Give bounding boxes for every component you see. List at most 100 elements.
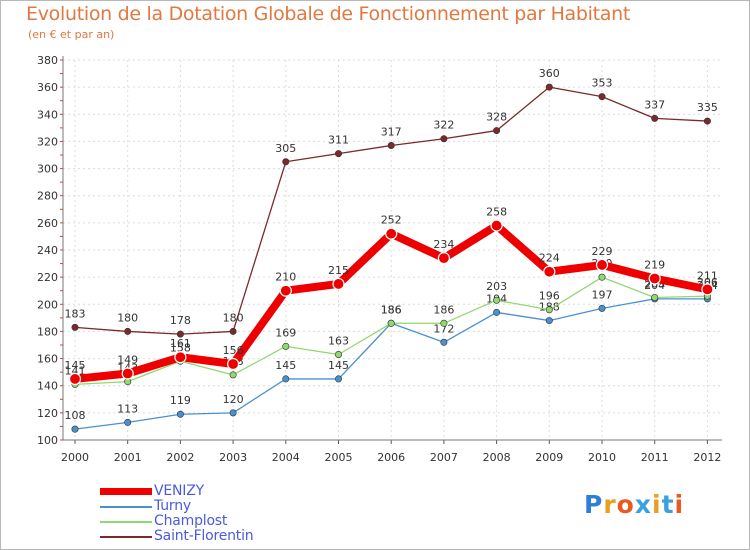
- x-tick-label: 2000: [61, 451, 89, 464]
- data-point-champlost: [229, 371, 237, 379]
- data-label-saint-florentin: 337: [644, 98, 665, 111]
- legend-label: Champlost: [154, 513, 228, 529]
- data-point-venizy: [648, 272, 661, 285]
- data-point-venizy: [332, 277, 345, 291]
- y-tick-label: 140: [37, 380, 58, 393]
- data-point-venizy: [543, 265, 556, 278]
- data-label-turny: 172: [433, 322, 454, 335]
- data-label-turny: 197: [592, 288, 613, 301]
- data-label-saint-florentin: 180: [223, 311, 244, 324]
- data-point-turny: [440, 338, 448, 346]
- data-label-turny: 145: [328, 359, 349, 372]
- data-label-venizy: 252: [381, 214, 402, 227]
- x-tick-label: 2009: [535, 451, 563, 464]
- data-point-champlost: [440, 319, 448, 327]
- data-point-champlost: [651, 293, 659, 301]
- y-tick-label: 340: [37, 108, 58, 121]
- legend-swatch: [100, 506, 152, 508]
- data-point-saint-florentin: [71, 323, 79, 331]
- x-tick-label: 2003: [219, 451, 247, 464]
- data-label-turny: 186: [381, 303, 402, 316]
- chart-subtitle: (en € et par an): [28, 28, 115, 41]
- data-point-saint-florentin: [703, 117, 711, 125]
- x-tick-label: 2001: [114, 451, 142, 464]
- data-point-venizy: [490, 219, 503, 232]
- data-label-venizy: 219: [644, 259, 665, 272]
- y-tick-label: 300: [37, 163, 58, 176]
- logo-letter: i: [674, 490, 685, 519]
- data-point-turny: [229, 409, 237, 417]
- y-tick-label: 160: [37, 353, 58, 366]
- data-point-saint-florentin: [176, 330, 184, 338]
- y-tick-label: 260: [37, 217, 58, 230]
- data-label-champlost: 186: [433, 303, 454, 316]
- data-point-saint-florentin: [282, 158, 290, 166]
- y-tick-label: 380: [37, 54, 58, 67]
- x-tick-label: 2008: [483, 451, 511, 464]
- y-tick-label: 320: [37, 135, 58, 148]
- y-tick-label: 120: [37, 407, 58, 420]
- legend-swatch: [100, 521, 152, 523]
- data-point-champlost: [493, 296, 501, 304]
- data-point-champlost: [334, 350, 342, 358]
- x-tick-label: 2011: [641, 451, 669, 464]
- data-point-saint-florentin: [334, 150, 342, 158]
- y-tick-label: 220: [37, 271, 58, 284]
- data-label-champlost: 141: [65, 364, 86, 377]
- data-label-saint-florentin: 322: [433, 119, 454, 132]
- x-tick-label: 2007: [430, 451, 458, 464]
- data-point-saint-florentin: [229, 327, 237, 335]
- y-tick-label: 280: [37, 190, 58, 203]
- data-point-champlost: [598, 273, 606, 281]
- logo-letter: x: [634, 490, 652, 519]
- data-label-turny: 145: [275, 359, 296, 372]
- data-point-venizy: [227, 357, 240, 371]
- data-label-champlost: 158: [170, 341, 191, 354]
- data-point-venizy: [121, 367, 134, 380]
- data-label-saint-florentin: 328: [486, 111, 507, 124]
- x-tick-label: 2012: [693, 451, 721, 464]
- logo-letter: i: [652, 490, 662, 519]
- data-label-turny: 113: [117, 402, 138, 415]
- x-tick-label: 2002: [166, 451, 194, 464]
- data-label-turny: 120: [223, 393, 244, 406]
- chart-title: Evolution de la Dotation Globale de Fonc…: [26, 3, 631, 25]
- data-label-saint-florentin: 183: [65, 307, 86, 320]
- data-point-turny: [124, 418, 132, 426]
- x-tick-label: 2006: [377, 451, 405, 464]
- data-point-saint-florentin: [651, 114, 659, 122]
- data-label-turny: 119: [170, 394, 191, 407]
- legend-label: Turny: [154, 498, 191, 514]
- data-point-saint-florentin: [387, 142, 395, 150]
- data-point-venizy: [437, 252, 450, 265]
- data-point-turny: [176, 410, 184, 418]
- data-point-saint-florentin: [545, 83, 553, 91]
- data-point-turny: [493, 308, 501, 316]
- x-tick-label: 2004: [272, 451, 300, 464]
- data-point-venizy: [279, 284, 292, 297]
- data-label-venizy: 224: [539, 252, 560, 265]
- y-tick-label: 360: [37, 81, 58, 94]
- y-tick-label: 180: [37, 325, 58, 338]
- data-label-saint-florentin: 178: [170, 314, 191, 327]
- data-point-turny: [334, 375, 342, 383]
- data-label-champlost: 203: [486, 280, 507, 293]
- data-point-venizy: [68, 372, 82, 386]
- proxiti-logo[interactable]: Proxiti: [584, 490, 684, 519]
- data-label-venizy: 156: [223, 344, 244, 357]
- data-label-venizy: 215: [328, 264, 349, 277]
- data-label-saint-florentin: 180: [117, 311, 138, 324]
- data-point-turny: [598, 304, 606, 312]
- y-tick-label: 200: [37, 298, 58, 311]
- data-label-champlost: 163: [328, 335, 349, 348]
- data-point-turny: [282, 375, 290, 383]
- data-point-saint-florentin: [440, 135, 448, 143]
- data-point-champlost: [282, 342, 290, 350]
- legend-swatch: [100, 488, 152, 495]
- x-tick-label: 2005: [325, 451, 353, 464]
- data-label-venizy: 258: [486, 206, 507, 219]
- data-point-venizy: [174, 351, 187, 364]
- data-label-champlost: 196: [539, 290, 560, 303]
- data-label-venizy: 229: [592, 245, 613, 258]
